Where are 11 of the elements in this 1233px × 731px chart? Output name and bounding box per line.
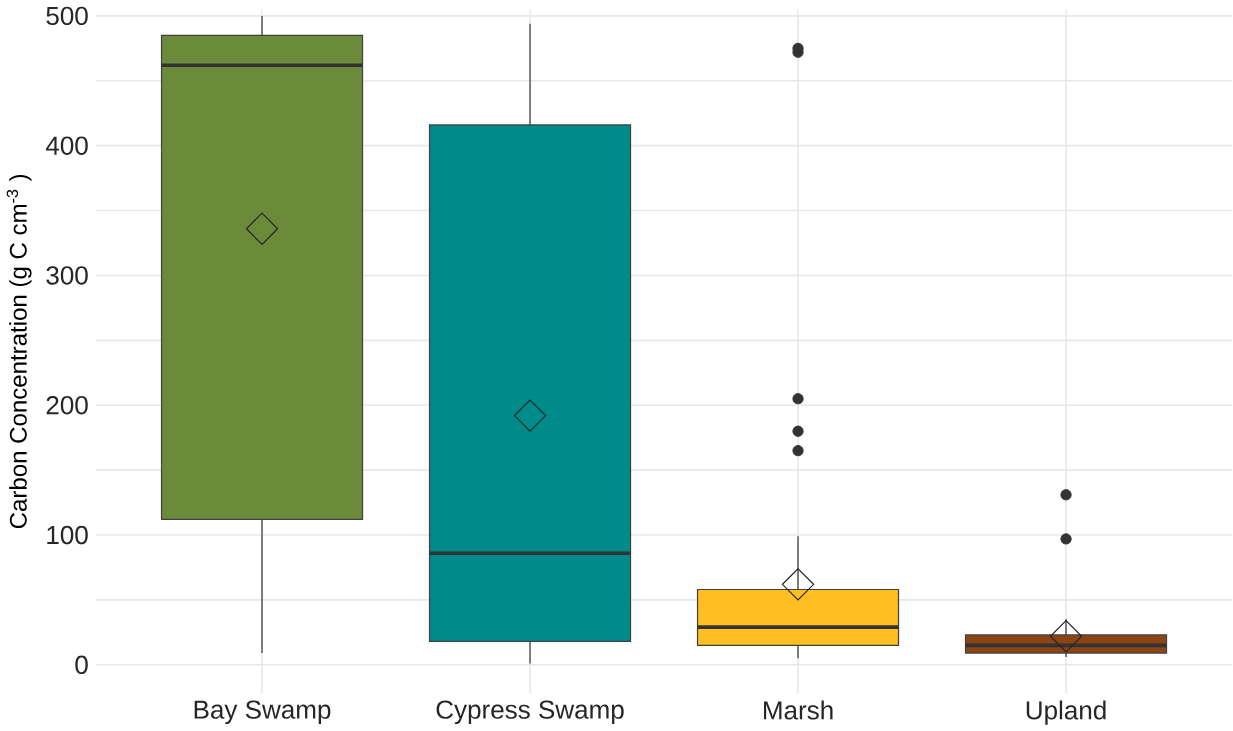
y-tick-label: 300: [46, 266, 88, 285]
y-tick-label: 400: [45, 136, 88, 155]
x-tick-label: Marsh: [763, 700, 833, 720]
x-tick-label: Upland: [1026, 700, 1106, 725]
x-tick-label: Cypress Swamp: [436, 700, 624, 724]
y-tick-label: 100: [47, 525, 88, 545]
x-tick-label: Bay Swamp: [194, 700, 331, 724]
y-tick-label: 200: [46, 395, 88, 415]
y-tick-label: 0: [75, 655, 88, 674]
y-axis-title: Carbon Concentration (g C cm$^{-3}$ ): [6, 174, 32, 528]
y-tick-label: 500: [46, 6, 88, 25]
